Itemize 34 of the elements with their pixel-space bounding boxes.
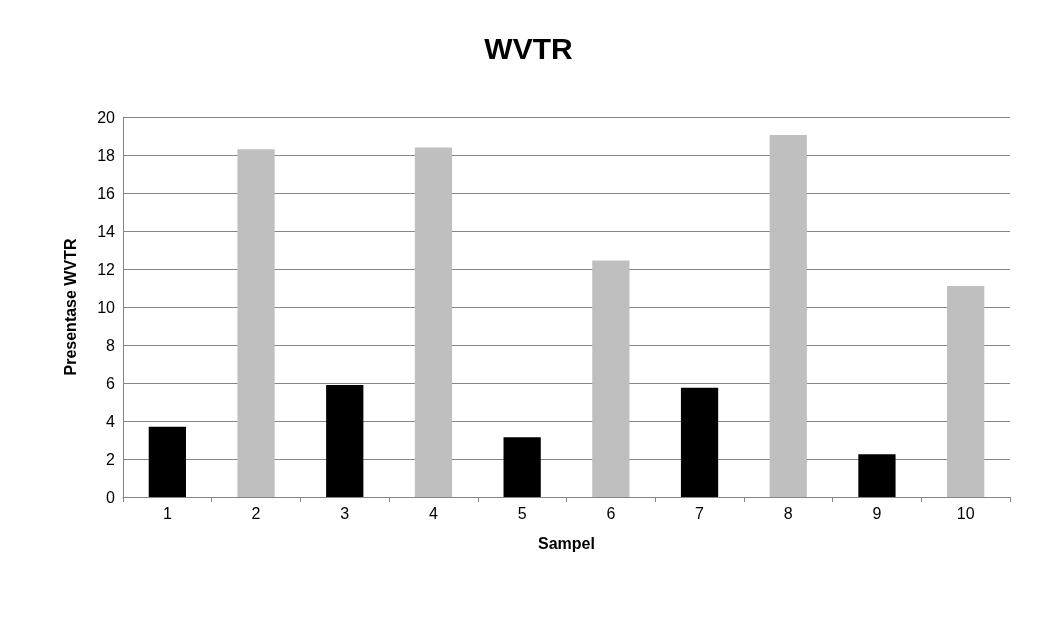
bar [414, 147, 453, 497]
y-tick-label: 4 [106, 412, 116, 430]
bar [326, 384, 364, 497]
bar [680, 387, 719, 497]
x-tick-label: 3 [340, 504, 350, 522]
y-tick-label: 0 [106, 488, 116, 506]
bar [592, 260, 630, 497]
bar [237, 149, 275, 497]
x-tick-label: 10 [956, 504, 975, 522]
y-tick-label: 16 [97, 184, 116, 202]
y-tick-label: 12 [97, 260, 116, 278]
x-tick-label: 6 [606, 504, 616, 522]
x-tick-label: 8 [783, 504, 793, 522]
y-axis-title: Presentase WVTR [61, 238, 79, 376]
x-tick-label: 1 [162, 504, 172, 522]
y-tick-label: 18 [97, 146, 116, 164]
chart-title: WVTR [484, 31, 573, 65]
y-tick-label: 6 [106, 374, 116, 392]
bar [148, 426, 186, 497]
x-tick-label: 5 [517, 504, 527, 522]
bar [769, 135, 807, 497]
y-tick-label: 14 [97, 222, 116, 240]
x-tick-label: 2 [251, 504, 261, 522]
x-axis-title: Sampel [538, 534, 595, 552]
bar [858, 454, 896, 497]
y-tick-label: 20 [97, 108, 116, 126]
x-tick-label: 7 [695, 504, 705, 522]
bar [947, 286, 985, 497]
y-tick-label: 2 [106, 450, 116, 468]
x-tick-label: 9 [872, 504, 882, 522]
y-tick-label: 10 [97, 298, 116, 316]
bar [503, 437, 541, 497]
y-tick-label: 8 [106, 336, 116, 354]
x-tick-label: 4 [429, 504, 438, 522]
